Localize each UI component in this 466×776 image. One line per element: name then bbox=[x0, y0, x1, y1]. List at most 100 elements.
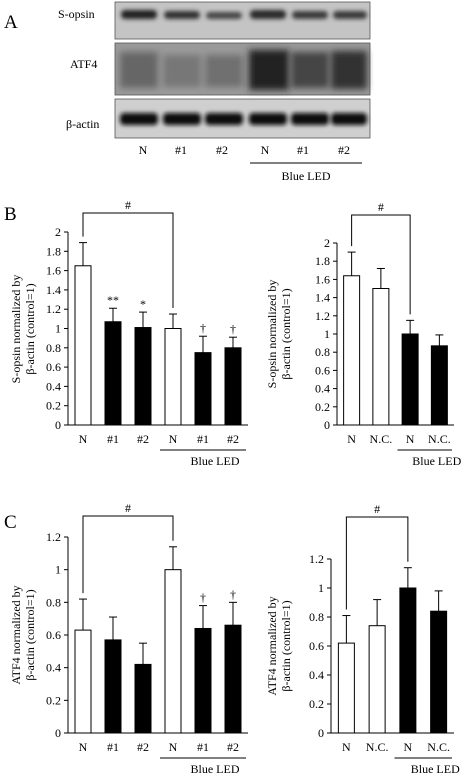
panel-label-c: C bbox=[4, 512, 17, 533]
y-tick-label: 0.8 bbox=[46, 341, 61, 355]
y-tick-label: 1.4 bbox=[315, 291, 330, 305]
bar bbox=[399, 587, 417, 734]
y-tick-label: 1.8 bbox=[315, 254, 330, 268]
significance-label: # bbox=[125, 501, 131, 515]
y-axis-label: S-opsin normalized byβ-actin (control=1) bbox=[9, 275, 37, 384]
group-label: Blue LED bbox=[191, 762, 240, 776]
bar bbox=[224, 347, 242, 426]
y-tick-label: 0 bbox=[318, 726, 324, 740]
y-tick-label: 0.4 bbox=[46, 661, 61, 675]
bar bbox=[134, 663, 152, 734]
y-tick-label: 1.2 bbox=[309, 552, 324, 566]
chart-b-right: 0 0.2 0.4 0.6 0.8 1 1.2 1.4 1.6 1.8 2 S-opsin norma… bbox=[265, 200, 462, 468]
y-tick-label: 0.6 bbox=[309, 639, 324, 653]
y-tick-label: 1 bbox=[55, 563, 61, 577]
significance-bracket bbox=[82, 212, 174, 309]
chart-c-right: 0 0.2 0.4 0.6 0.8 1 1.2 ATF4 normalized byβ-act… bbox=[265, 502, 460, 776]
bar bbox=[164, 328, 182, 426]
x-tick-label: N.C. bbox=[428, 432, 451, 446]
bar bbox=[337, 642, 355, 734]
significance-mark: † bbox=[230, 587, 236, 601]
y-tick-label: 2 bbox=[324, 236, 330, 250]
bar bbox=[134, 327, 152, 426]
y-tick-label: 0.2 bbox=[46, 693, 61, 707]
bar bbox=[372, 288, 390, 426]
x-tick-label: #1 bbox=[197, 432, 209, 446]
blot-group-label: Blue LED bbox=[282, 169, 331, 183]
x-tick-label: N bbox=[79, 740, 88, 754]
panel-label-a: A bbox=[4, 12, 18, 33]
y-tick-label: 1.6 bbox=[46, 264, 61, 278]
y-tick-label: 0.2 bbox=[315, 400, 330, 414]
y-axis-label: ATF4 normalized byβ-actin (control=1) bbox=[265, 596, 293, 695]
bar bbox=[224, 624, 242, 734]
y-tick-label: 1.8 bbox=[46, 244, 61, 258]
y-axis-label-line: S-opsin normalized by bbox=[265, 280, 279, 389]
y-tick-label: 0.8 bbox=[315, 345, 330, 359]
blot-strip-atf4 bbox=[114, 42, 371, 96]
y-tick-label: 1 bbox=[55, 322, 61, 336]
bar bbox=[164, 569, 182, 734]
y-tick-label: 0.4 bbox=[46, 379, 61, 393]
x-tick-label: N bbox=[404, 740, 413, 754]
blot-lane-4: N bbox=[261, 143, 270, 157]
blot-label-sopsin: S-opsin bbox=[58, 7, 95, 21]
y-axis-label-line: ATF4 normalized by bbox=[265, 596, 279, 695]
bar bbox=[194, 627, 212, 734]
x-tick-label: #2 bbox=[137, 740, 149, 754]
blot-lane-6: #2 bbox=[338, 143, 350, 157]
group-label: Blue LED bbox=[191, 454, 240, 468]
significance-bracket bbox=[351, 214, 411, 315]
y-axis-label: ATF4 normalized byβ-actin (control=1) bbox=[9, 585, 37, 684]
bar bbox=[74, 629, 92, 734]
y-axis-label-line: S-opsin normalized by bbox=[9, 275, 23, 384]
blot-lane-5: #1 bbox=[297, 143, 309, 157]
significance-mark: † bbox=[200, 591, 206, 605]
blot-label-bactin: β-actin bbox=[66, 117, 99, 131]
y-tick-label: 0.2 bbox=[46, 399, 61, 413]
y-tick-label: 0.4 bbox=[315, 382, 330, 396]
significance-mark: ** bbox=[107, 293, 119, 307]
bar bbox=[194, 352, 212, 426]
x-tick-label: N bbox=[342, 740, 351, 754]
bar bbox=[74, 265, 92, 426]
significance-label: # bbox=[125, 198, 131, 212]
significance-label: # bbox=[378, 200, 384, 214]
chart-c-left: 0 0.2 0.4 0.6 0.8 1 1.2 ATF4 normalized byβ-act… bbox=[9, 501, 248, 776]
y-tick-label: 2 bbox=[55, 225, 61, 239]
x-tick-label: #2 bbox=[227, 432, 239, 446]
bar bbox=[368, 625, 386, 734]
x-tick-label: #1 bbox=[107, 432, 119, 446]
x-tick-label: N bbox=[169, 432, 178, 446]
y-axis-label-line: β-actin (control=1) bbox=[23, 283, 37, 374]
y-tick-label: 1.4 bbox=[46, 283, 61, 297]
significance-mark: † bbox=[230, 322, 236, 336]
panel-label-b: B bbox=[4, 204, 17, 225]
chart-layer: 0 0.2 0.4 0.6 0.8 1 1.2 1.4 1.6 1.8 2 S-opsin norma… bbox=[9, 198, 462, 776]
x-tick-label: N bbox=[347, 432, 356, 446]
y-tick-label: 1.6 bbox=[315, 272, 330, 286]
blot-label-atf4: ATF4 bbox=[70, 57, 97, 71]
x-tick-label: N.C. bbox=[370, 432, 393, 446]
x-tick-label: N bbox=[79, 432, 88, 446]
y-axis-label-line: ATF4 normalized by bbox=[9, 585, 23, 684]
y-tick-label: 0.6 bbox=[46, 360, 61, 374]
blot-lane-3: #2 bbox=[216, 143, 228, 157]
bar bbox=[104, 321, 122, 426]
y-tick-label: 0.6 bbox=[315, 363, 330, 377]
x-tick-label: N.C. bbox=[427, 740, 450, 754]
y-tick-label: 0.2 bbox=[309, 697, 324, 711]
significance-label: # bbox=[374, 502, 380, 516]
x-tick-label: #2 bbox=[227, 740, 239, 754]
bar bbox=[104, 639, 122, 734]
y-tick-label: 0.8 bbox=[309, 610, 324, 624]
y-tick-label: 0 bbox=[324, 418, 330, 432]
blot-lane-1: N bbox=[139, 143, 148, 157]
y-tick-label: 1.2 bbox=[46, 302, 61, 316]
significance-mark: * bbox=[140, 297, 146, 311]
y-axis-label-line: β-actin (control=1) bbox=[23, 589, 37, 680]
x-tick-label: #1 bbox=[107, 740, 119, 754]
blot-strip-bactin bbox=[114, 98, 371, 139]
x-tick-label: N bbox=[169, 740, 178, 754]
